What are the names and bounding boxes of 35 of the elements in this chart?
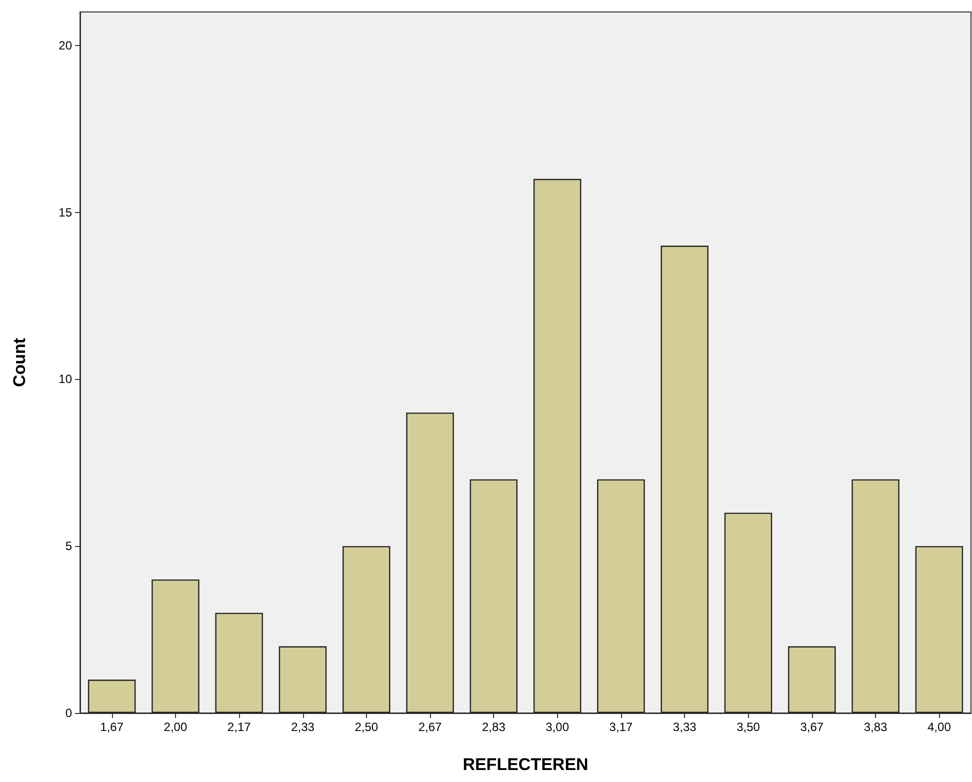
x-tick-label: 3,67 — [800, 720, 824, 734]
bar — [852, 479, 900, 713]
x-tick-label: 3,00 — [546, 720, 570, 734]
bar — [724, 512, 772, 713]
x-tick-label: 2,50 — [354, 720, 378, 734]
x-tick-label: 2,17 — [227, 720, 252, 734]
y-tick-label: 10 — [58, 372, 72, 386]
x-tick-label: 2,83 — [482, 720, 506, 734]
x-tick-label: 2,00 — [164, 720, 188, 734]
x-tick-label: 3,50 — [736, 720, 760, 734]
x-tick-label: 2,33 — [291, 720, 315, 734]
bar — [915, 546, 964, 713]
x-tick-label: 3,33 — [672, 720, 697, 734]
y-tick-label: 15 — [58, 205, 72, 220]
bar — [788, 646, 836, 713]
y-tick-label: 5 — [65, 539, 72, 554]
bar — [597, 479, 645, 713]
bar — [88, 680, 136, 713]
bar — [342, 546, 390, 713]
x-tick-label: 3,17 — [609, 720, 633, 734]
y-axis-title: Count — [10, 338, 29, 388]
bar — [278, 646, 327, 713]
bar — [152, 579, 200, 713]
x-tick-label: 2,67 — [418, 720, 442, 734]
x-tick-label: 4,00 — [928, 720, 952, 734]
x-tick-label: 3,83 — [864, 720, 888, 734]
bar — [406, 412, 454, 713]
bar — [533, 178, 582, 713]
x-tick-label: 1,67 — [100, 720, 124, 734]
bar — [660, 246, 708, 713]
bar — [470, 479, 518, 713]
y-tick-label: 20 — [58, 38, 72, 52]
y-tick-label: 0 — [65, 706, 72, 720]
bar — [215, 612, 263, 713]
x-axis-title: REFLECTEREN — [462, 755, 588, 774]
